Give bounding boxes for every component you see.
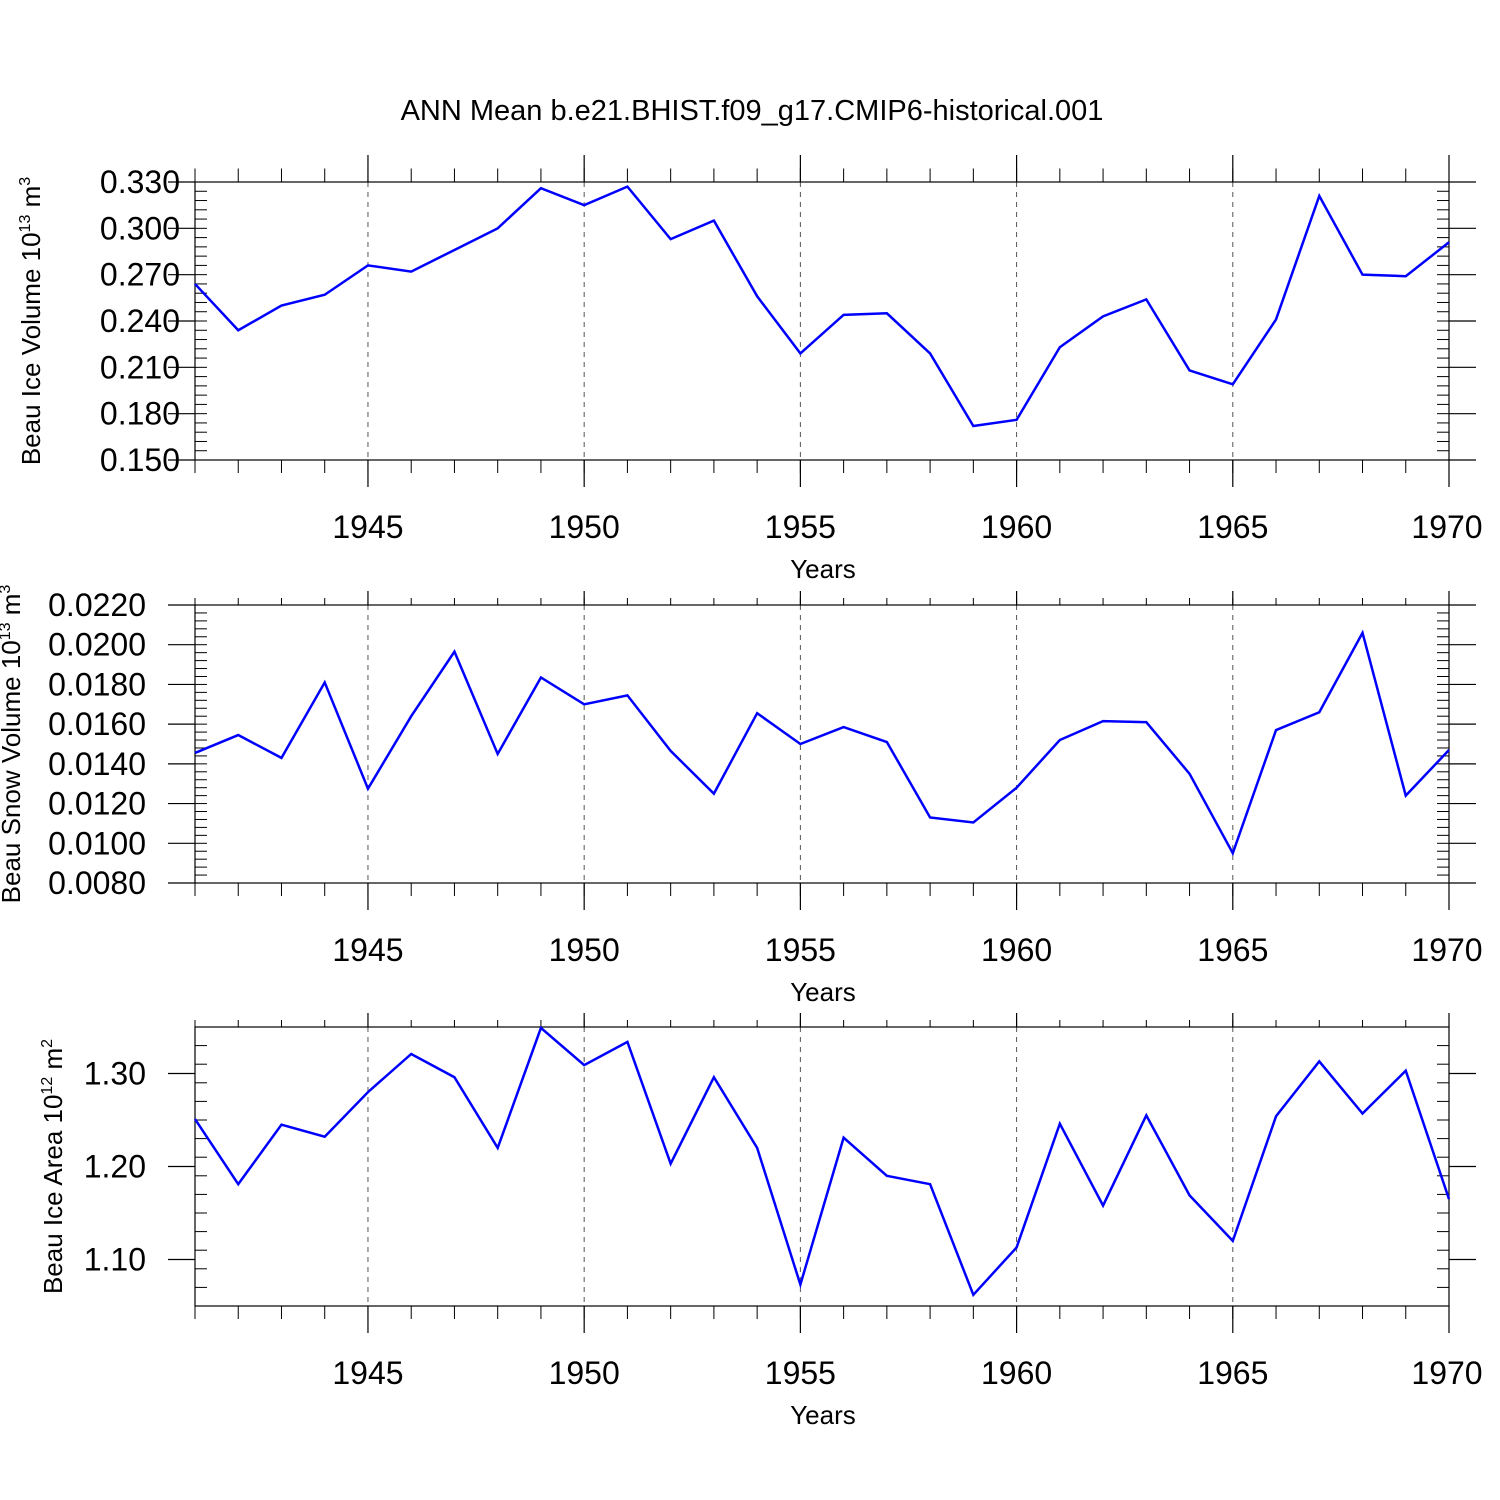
x-tick-label: 1955 [765, 1355, 836, 1391]
plot-frame [194, 604, 1450, 884]
x-axis-title: Years [790, 554, 856, 584]
series-line [194, 629, 1450, 857]
x-tick-label: 1965 [1197, 1355, 1268, 1391]
x-tick-label: 1960 [981, 932, 1052, 968]
x-axis-title: Years [790, 1400, 856, 1430]
y-axis-title: Beau Snow Volume 1013 m3 [0, 585, 26, 904]
series-line [193, 1025, 1451, 1298]
series-line [194, 185, 1450, 428]
x-tick-label: 1945 [332, 932, 403, 968]
y-tick-label: 0.0160 [48, 706, 146, 742]
y-tick-label: 0.270 [100, 257, 180, 293]
figure-title: ANN Mean b.e21.BHIST.f09_g17.CMIP6-histo… [401, 95, 1104, 127]
x-tick-label: 1970 [1411, 932, 1482, 968]
y-tick-label: 0.0100 [48, 825, 146, 861]
plot-frame [194, 1026, 1450, 1307]
y-tick-label: 0.240 [100, 303, 180, 339]
y-tick-label: 0.0220 [48, 587, 146, 623]
x-tick-label: 1950 [549, 1355, 620, 1391]
x-tick-label: 1965 [1197, 932, 1268, 968]
y-tick-label: 0.0140 [48, 746, 146, 782]
x-tick-label: 1970 [1411, 1355, 1482, 1391]
x-tick-label: 1970 [1411, 509, 1482, 545]
y-tick-label: 1.10 [84, 1242, 146, 1278]
y-tick-label: 0.0120 [48, 786, 146, 822]
y-tick-label: 0.0200 [48, 627, 146, 663]
panel-2: 1945 1950 1955 1960 1965 19700.00800.01000.01… [0, 585, 1483, 1007]
y-tick-label: 0.150 [100, 442, 180, 478]
y-tick-label: 0.210 [100, 349, 180, 385]
x-tick-label: 1955 [765, 932, 836, 968]
x-axis-title: Years [790, 977, 856, 1007]
y-tick-label: 0.0180 [48, 666, 146, 702]
x-tick-label: 1950 [549, 509, 620, 545]
x-tick-label: 1955 [765, 509, 836, 545]
x-tick-label: 1950 [549, 932, 620, 968]
plot-frame [194, 181, 1450, 461]
y-tick-label: 0.300 [100, 210, 180, 246]
x-tick-label: 1945 [332, 1355, 403, 1391]
y-axis-title: Beau Ice Area 1012 m2 [38, 1039, 68, 1294]
x-tick-label: 1960 [981, 509, 1052, 545]
y-tick-label: 0.180 [100, 396, 180, 432]
chart-panels: 1945 1950 1955 1960 1965 1970 0.150 0.180 0.210 0… [0, 155, 1483, 1430]
panel-1: 1945 1950 1955 1960 1965 1970 0.150 0.180 0.210 0… [16, 155, 1483, 584]
y-axis-title: Beau Ice Volume 1013 m3 [16, 177, 46, 465]
y-tick-label: 1.20 [84, 1149, 146, 1185]
y-tick-label: 0.330 [100, 164, 180, 200]
y-tick-label: 0.0080 [48, 865, 146, 901]
x-tick-label: 1945 [332, 509, 403, 545]
y-tick-label: 1.30 [84, 1056, 146, 1092]
panel-3: 1945 1950 1955 1960 1965 1970 1.10 1.20 1.30 Year… [38, 1013, 1483, 1430]
x-tick-label: 1965 [1197, 509, 1268, 545]
x-tick-label: 1960 [981, 1355, 1052, 1391]
